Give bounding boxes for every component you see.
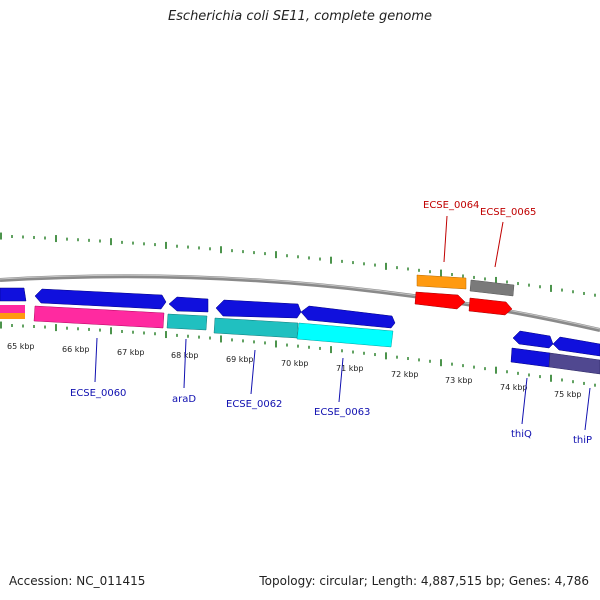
scale-label: 66 kbp xyxy=(62,345,90,354)
cds-bar-ECSE_0062[interactable] xyxy=(213,317,299,339)
label-leaders xyxy=(94,215,591,431)
gene-label-ECSE_0064[interactable]: ECSE_0064 xyxy=(423,200,479,211)
scale-label: 68 kbp xyxy=(171,351,199,360)
scale-label: 67 kbp xyxy=(117,348,145,357)
leader-ECSE_0062 xyxy=(250,349,256,395)
cds-bar-ECSE_0060[interactable] xyxy=(33,305,165,329)
scale-label: 74 kbp xyxy=(500,383,528,392)
genome-backbone xyxy=(0,274,600,332)
cds-bar-left-magenta[interactable] xyxy=(0,305,25,313)
gene-arrow-left-partial[interactable] xyxy=(0,287,27,302)
gene-arrow-red-2[interactable] xyxy=(468,297,513,316)
gene-label-ECSE_0063[interactable]: ECSE_0063 xyxy=(314,407,370,418)
gene-label-ECSE_0065[interactable]: ECSE_0065 xyxy=(480,207,536,218)
cds-bar-thiQ[interactable] xyxy=(510,347,551,368)
map-title: Escherichia coli SE11, complete genome xyxy=(167,9,433,24)
gene-arrow-ECSE_0064[interactable] xyxy=(416,274,467,290)
scale-label: 65 kbp xyxy=(7,342,35,351)
scale-label: 75 kbp xyxy=(554,390,582,399)
gene-label-thiP[interactable]: thiP xyxy=(573,435,592,446)
genome-backbone-highlight xyxy=(0,274,600,330)
scale-label: 71 kbp xyxy=(336,364,364,373)
gene-arrow-araD-upper[interactable] xyxy=(168,296,209,313)
leader-ECSE_0065 xyxy=(494,221,504,268)
scale-label: 69 kbp xyxy=(226,355,254,364)
genome-summary-text: Topology: circular; Length: 4,887,515 bp… xyxy=(259,574,589,588)
gene-arrow-thiQ-upper[interactable] xyxy=(512,330,554,349)
accession-text: Accession: NC_011415 xyxy=(9,574,146,588)
cds-bar-left-orange[interactable] xyxy=(0,313,25,319)
reverse-strand-track xyxy=(414,274,515,316)
gene-label-thiQ[interactable]: thiQ xyxy=(511,429,532,440)
scale-label: 73 kbp xyxy=(445,376,473,385)
gene-arrow-red-1[interactable] xyxy=(414,291,466,310)
gene-arrow-ECSE_0062-upper[interactable] xyxy=(215,299,302,319)
gene-label-ECSE_0062[interactable]: ECSE_0062 xyxy=(226,399,282,410)
gene-arrow-ECSE_0065[interactable] xyxy=(469,279,515,297)
gene-labels: ECSE_0060 araD ECSE_0062 ECSE_0063 thiQ … xyxy=(70,200,592,446)
cds-bar-thiP[interactable] xyxy=(548,352,600,375)
gene-label-ECSE_0060[interactable]: ECSE_0060 xyxy=(70,388,126,399)
gene-arrow-ECSE_0060-upper[interactable] xyxy=(34,288,167,310)
scale-label: 72 kbp xyxy=(391,370,419,379)
leader-araD xyxy=(183,338,187,389)
scale-label: 70 kbp xyxy=(281,359,309,368)
gene-arrow-thiP-upper[interactable] xyxy=(552,336,600,357)
leader-ECSE_0063 xyxy=(338,357,344,403)
inner-tick-ring xyxy=(0,321,596,387)
outer-tick-ring xyxy=(0,232,596,297)
cds-bar-ECSE_0063[interactable] xyxy=(296,322,394,348)
leader-ECSE_0064 xyxy=(443,215,448,263)
cds-bar-araD[interactable] xyxy=(166,313,208,331)
forward-strand-track xyxy=(0,287,600,375)
leader-ECSE_0060 xyxy=(94,337,98,383)
leader-thiP xyxy=(584,387,591,431)
gene-label-araD[interactable]: araD xyxy=(172,394,196,405)
gene-arrow-ECSE_0063-upper[interactable] xyxy=(300,305,396,329)
scale-labels: 65 kbp 66 kbp 67 kbp 68 kbp 69 kbp 70 kb… xyxy=(7,342,582,399)
leader-thiQ xyxy=(521,377,528,425)
